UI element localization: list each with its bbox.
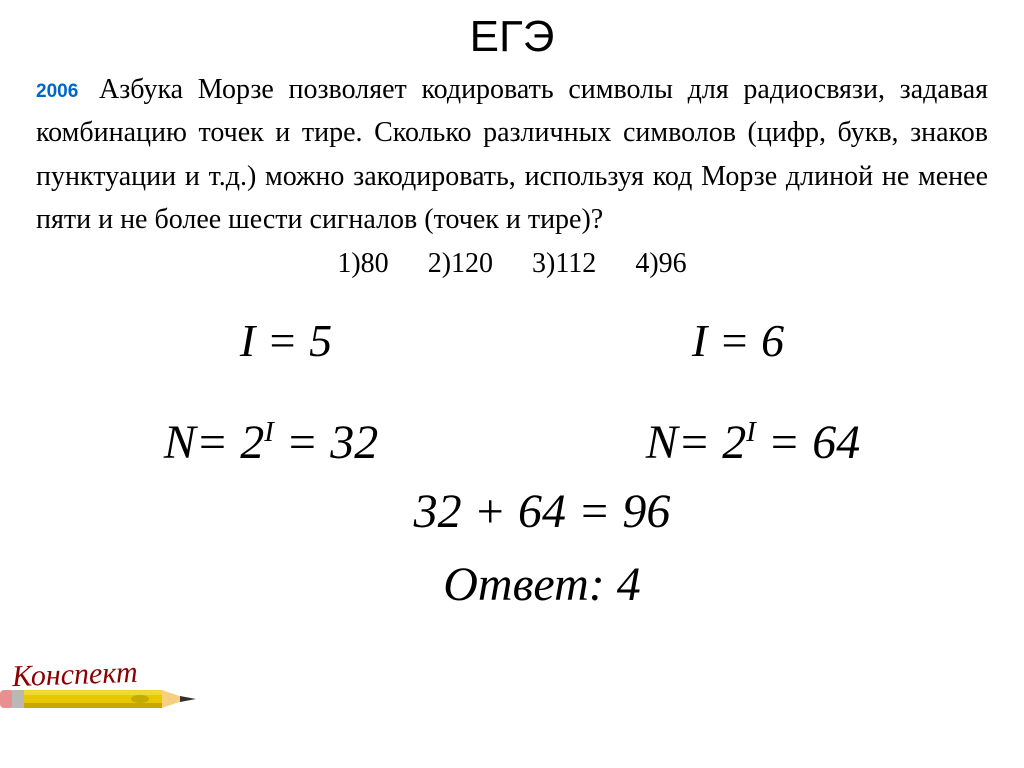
- konspekt-decoration: Конспект: [0, 660, 220, 722]
- page-title: ЕГЭ: [0, 0, 1024, 68]
- n-formula-exp: I: [264, 416, 274, 448]
- sum-calculation: 32 + 64 = 96: [0, 484, 1024, 539]
- n-formula-exp-2: I: [746, 416, 756, 448]
- n-formula-left: N= 2: [164, 416, 264, 469]
- n-formula-right-2: = 64: [756, 416, 860, 469]
- n-values-row: N= 2I = 32 N= 2I = 64: [0, 415, 1024, 470]
- exam-year: 2006: [36, 81, 78, 102]
- n-equals-64: N= 2I = 64: [646, 415, 860, 470]
- i-values-row: I = 5 I = 6: [0, 314, 1024, 367]
- problem-text: Азбука Морзе позволяет кодировать символ…: [36, 74, 988, 235]
- option-3: 3)112: [532, 248, 596, 279]
- final-answer: Ответ: 4: [0, 557, 1024, 612]
- option-4: 4)96: [635, 248, 686, 279]
- answer-options: 1)80 2)120 3)112 4)96: [0, 248, 1024, 280]
- n-formula-right: = 32: [274, 416, 378, 469]
- i-equals-5: I = 5: [240, 314, 332, 367]
- i-equals-6: I = 6: [692, 314, 784, 367]
- problem-statement: 2006 Азбука Морзе позволяет кодировать с…: [0, 68, 1024, 242]
- n-formula-left-2: N= 2: [646, 416, 746, 469]
- option-1: 1)80: [337, 248, 388, 279]
- n-equals-32: N= 2I = 32: [164, 415, 378, 470]
- option-2: 2)120: [428, 248, 493, 279]
- konspekt-label: Конспект: [11, 656, 138, 694]
